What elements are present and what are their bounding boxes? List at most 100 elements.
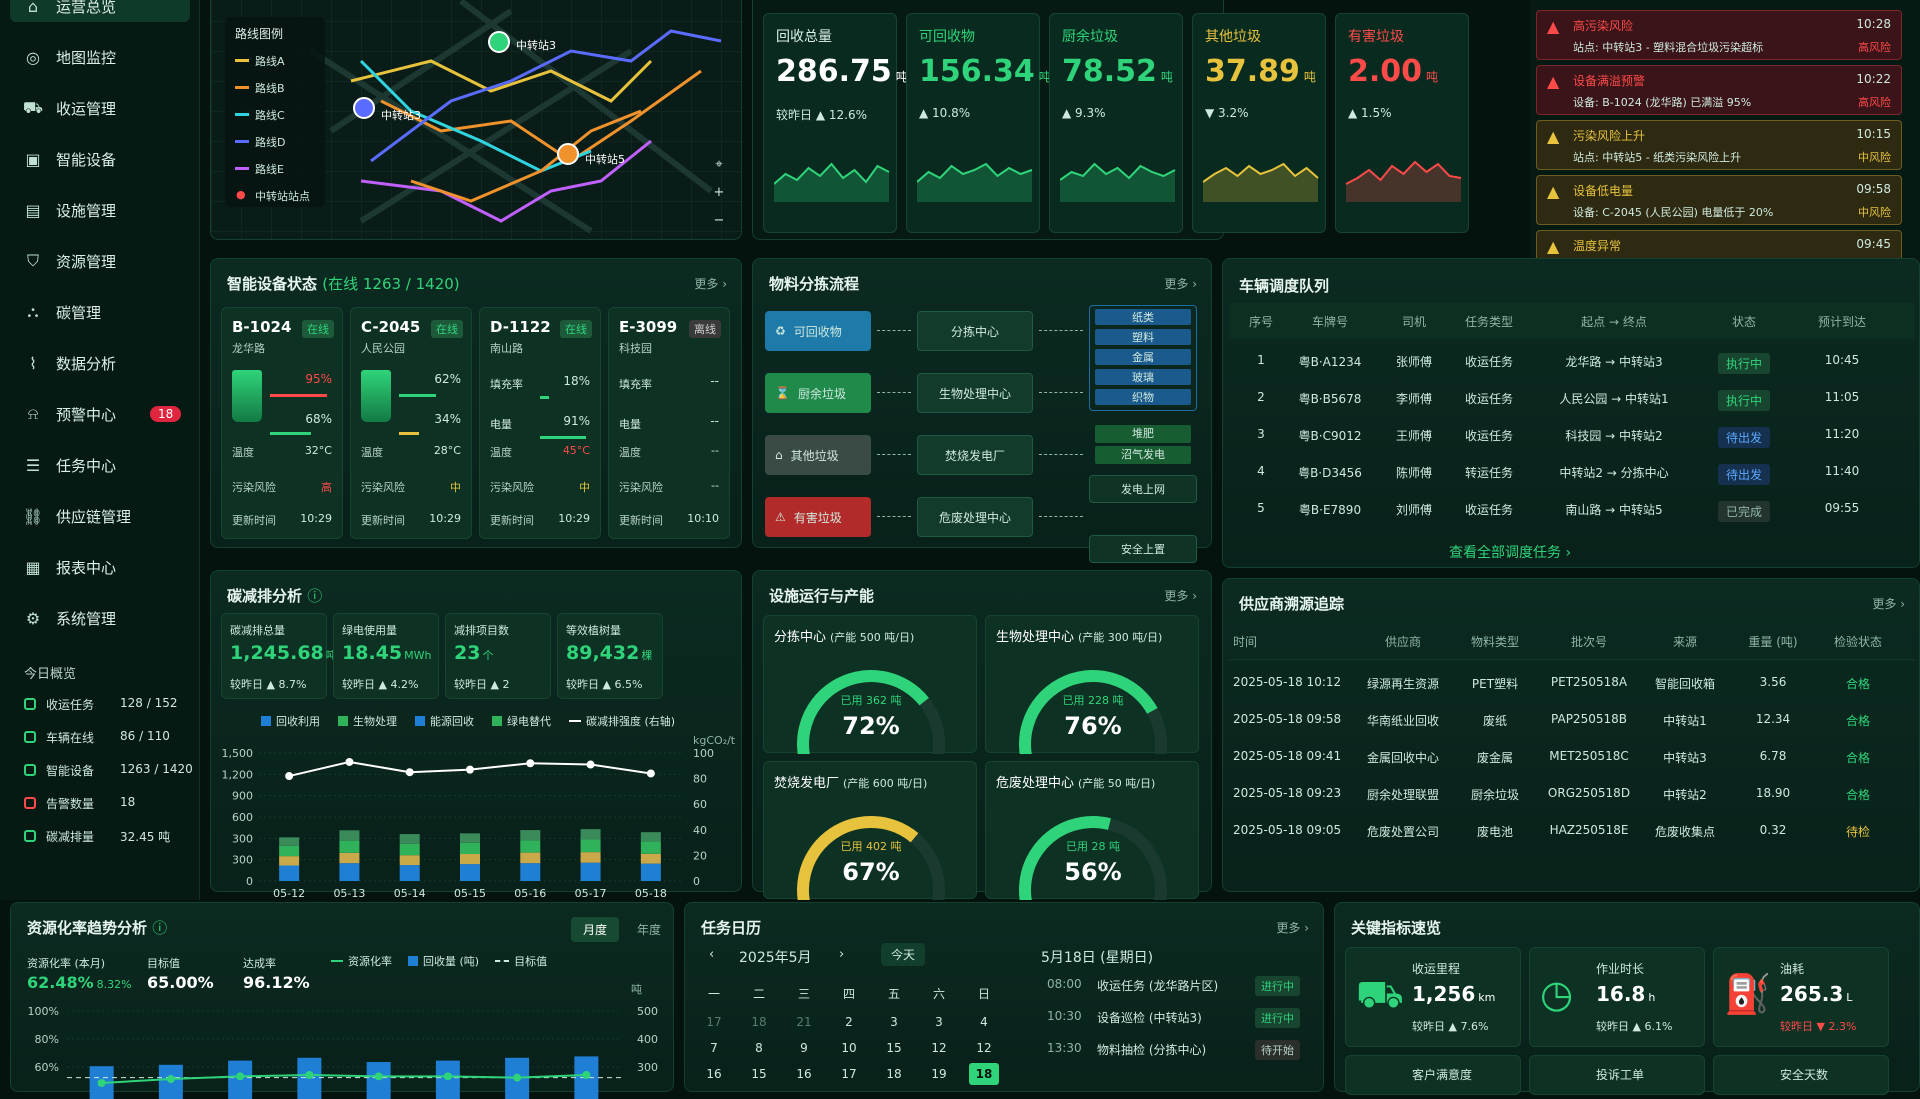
device-card[interactable]: D-1122 在线 南山路 填充率 18% 电量 91% 温度 45°C 污染风险 中更新时间 10:… — [479, 307, 601, 539]
key-metric-card-bottom[interactable]: 客户满意度 — [1345, 1055, 1521, 1095]
sidebar-item-chart[interactable]: ⌇ 数据分析 — [22, 343, 192, 383]
sidebar-item-task[interactable]: ☰ 任务中心 — [22, 445, 192, 485]
flow-middle-node[interactable]: 生物处理中心 — [917, 373, 1033, 413]
key-metric-card-bottom[interactable]: 投诉工单 — [1529, 1055, 1705, 1095]
vehicle-row[interactable]: 1 粤B·A1234 张师傅 收运任务 龙华路 → 中转站3 执行中 10:45 — [1229, 343, 1915, 379]
stat-card[interactable]: 有害垃圾 2.00 吨 ▲ 1.5% — [1335, 13, 1469, 233]
alert-item[interactable]: ▲ 设备低电量 09:58 设备: C-2045 (人民公园) 电量低于 20% 中风险 — [1536, 175, 1902, 225]
sidebar-item-map-pin[interactable]: ◎ 地图监控 — [22, 37, 192, 77]
flow-source[interactable]: ⌂ 其他垃圾 — [765, 435, 871, 475]
output-node[interactable]: 安全上置 — [1089, 535, 1197, 563]
supply-row[interactable]: 2025-05-18 09:58 华南纸业回收 废纸 PAP250518B 中转站1 12… — [1229, 702, 1915, 738]
calendar-day[interactable]: 15 — [751, 1067, 767, 1081]
calendar-day-selected[interactable]: 18 — [969, 1063, 999, 1085]
supply-row[interactable]: 2025-05-18 10:12 绿源再生资源 PET塑料 PET250518A 智能回… — [1229, 665, 1915, 701]
output-node[interactable]: 纸类 — [1095, 309, 1191, 325]
output-node[interactable]: 沼气发电 — [1095, 446, 1191, 464]
vehicle-row[interactable]: 5 粤B·E7890 刘师傅 收运任务 南山路 → 中转站5 已完成 09:55 — [1229, 491, 1915, 527]
facility-card[interactable]: 焚烧发电厂 (产能 600 吨/日) 已用 402 吨 67% — [763, 761, 977, 900]
calendar-day[interactable]: 3 — [935, 1015, 943, 1029]
key-metric-card-bottom[interactable]: 安全天数 — [1713, 1055, 1889, 1095]
flow-source[interactable]: ⚠ 有害垃圾 — [765, 497, 871, 537]
flow-middle-node[interactable]: 分拣中心 — [917, 311, 1033, 351]
info-icon[interactable]: ⓘ — [307, 587, 323, 605]
calendar-day[interactable]: 2 — [845, 1015, 853, 1029]
key-metric-card[interactable]: ⛽ 油耗 265.3 L 较昨日 ▼ 2.3% — [1713, 947, 1889, 1047]
calendar-day[interactable]: 12 — [976, 1041, 992, 1055]
device-card[interactable]: B-1024 在线 龙华路 95% 68% 温度 32°C 污染风险 高更新时间 10:29 — [221, 307, 343, 539]
alert-item[interactable]: ▲ 设备满溢预警 10:22 设备: B-1024 (龙华路) 已满溢 95% 高风险 — [1536, 65, 1902, 115]
event-text[interactable]: 收运任务 (龙华路片区) — [1097, 979, 1219, 993]
sidebar-item-carbon[interactable]: ⛬ 碳管理 — [22, 292, 192, 332]
calendar-day[interactable]: 7 — [710, 1041, 718, 1055]
calendar-day[interactable]: 17 — [841, 1067, 857, 1081]
supply-row[interactable]: 2025-05-18 09:05 危废处置公司 废电池 HAZ250518E 危废收集点… — [1229, 813, 1915, 849]
flow-more-link[interactable]: 更多 › — [1164, 277, 1197, 291]
sidebar-item-shield[interactable]: ⛉ 资源管理 — [22, 241, 192, 281]
station-marker-2[interactable] — [353, 97, 375, 119]
sidebar-item-bell[interactable]: ⍾ 预警中心 18 — [22, 394, 192, 434]
calendar-day[interactable]: 18 — [751, 1015, 767, 1029]
output-node[interactable]: 塑料 — [1095, 329, 1191, 345]
map-locate-button[interactable]: ⌖ — [715, 157, 723, 172]
sidebar-item-supply[interactable]: ⛓ 供应链管理 — [22, 496, 192, 536]
stat-card[interactable]: 回收总量 286.75 吨较昨日 ▲ 12.6% — [763, 13, 908, 233]
calendar-day[interactable]: 17 — [706, 1015, 722, 1029]
calendar-day[interactable]: 19 — [931, 1067, 947, 1081]
calendar-day[interactable]: 18 — [886, 1067, 902, 1081]
stat-card[interactable]: 可回收物 156.34 吨 ▲ 10.8% — [906, 13, 1051, 233]
calendar-today-button[interactable]: 今天 — [881, 943, 926, 966]
calendar-prev-button[interactable]: ‹ — [709, 947, 715, 962]
event-text[interactable]: 物料抽检 (分拣中心) — [1097, 1043, 1207, 1057]
station-marker-3[interactable] — [557, 143, 579, 165]
output-node[interactable]: 玻璃 — [1095, 369, 1191, 385]
alert-item[interactable]: ▲ 污染风险上升 10:15 站点: 中转站5 - 纸类污染风险上升 中风险 — [1536, 120, 1902, 170]
key-metric-card[interactable]: ⛟ 收运里程 1,256 km 较昨日 ▲ 7.6% — [1345, 947, 1521, 1047]
calendar-day[interactable]: 9 — [800, 1041, 808, 1055]
zoom-in-button[interactable]: + — [713, 185, 725, 200]
stat-card[interactable]: 厨余垃圾 78.52 吨 ▲ 9.3% — [1049, 13, 1183, 233]
output-node[interactable]: 堆肥 — [1095, 425, 1191, 443]
vehicle-row[interactable]: 3 粤B·C9012 王师傅 收运任务 科技园 → 中转站2 待出发 11:20 — [1229, 417, 1915, 453]
sidebar-item-device[interactable]: ▣ 智能设备 — [22, 139, 192, 179]
vehicle-row[interactable]: 2 粤B·B5678 李师傅 收运任务 人民公园 → 中转站1 执行中 11:05 — [1229, 380, 1915, 416]
calendar-day[interactable]: 3 — [890, 1015, 898, 1029]
flow-middle-node[interactable]: 危废处理中心 — [917, 497, 1033, 537]
route-map-panel[interactable]: 路线图例 路线A 路线B 路线C 路线D 路线E ● 中转站站点 中转站3 中转站3 中转站… — [210, 0, 742, 240]
sidebar-item-building[interactable]: ▤ 设施管理 — [22, 190, 192, 230]
calendar-day[interactable]: 4 — [980, 1015, 988, 1029]
sidebar-item-home[interactable]: ⌂ 运营总览 — [22, 0, 192, 26]
calendar-day[interactable]: 21 — [796, 1015, 812, 1029]
sidebar-item-report[interactable]: ▦ 报表中心 — [22, 547, 192, 587]
calendar-day[interactable]: 8 — [755, 1041, 763, 1055]
trend-info-icon[interactable]: ⓘ — [152, 919, 168, 937]
facility-card[interactable]: 生物处理中心 (产能 300 吨/日) 已用 228 吨 76% — [985, 615, 1199, 754]
supply-more-link[interactable]: 更多 › — [1872, 597, 1905, 611]
alert-item[interactable]: ▲ 高污染风险 10:28 站点: 中转站3 - 塑料混合垃圾污染超标 高风险 — [1536, 10, 1902, 60]
sidebar-item-overview[interactable] — [10, 0, 190, 22]
flow-middle-node[interactable]: 焚烧发电厂 — [917, 435, 1033, 475]
calendar-day[interactable]: 15 — [886, 1041, 902, 1055]
calendar-day[interactable]: 16 — [796, 1067, 812, 1081]
facility-card[interactable]: 危废处理中心 (产能 50 吨/日) 已用 28 吨 56% — [985, 761, 1199, 900]
calendar-day[interactable]: 10 — [841, 1041, 857, 1055]
tab-monthly[interactable]: 月度 — [571, 917, 620, 942]
device-card[interactable]: E-3099 离线 科技园 填充率 -- 电量 -- 温度 -- 污染风险 -- 更新时间 10:10 — [608, 307, 730, 539]
tab-yearly[interactable]: 年度 — [637, 923, 662, 937]
supply-row[interactable]: 2025-05-18 09:41 金属回收中心 废金属 MET250518C 中转站3 6… — [1229, 739, 1915, 775]
flow-source[interactable]: ♻ 可回收物 — [765, 311, 871, 351]
view-all-tasks-link[interactable]: 查看全部调度任务 › — [1449, 545, 1572, 561]
calendar-more-link[interactable]: 更多 › — [1276, 921, 1309, 935]
vehicle-row[interactable]: 4 粤B·D3456 陈师傅 转运任务 中转站2 → 分拣中心 待出发 11:40 — [1229, 454, 1915, 490]
device-more-link[interactable]: 更多 › — [694, 277, 727, 291]
device-card[interactable]: C-2045 在线 人民公园 62% 34% 温度 28°C 污染风险 中更新时间 10:29 — [350, 307, 472, 539]
key-metric-card[interactable]: ◷ 作业时长 16.8 h 较昨日 ▲ 6.1% — [1529, 947, 1705, 1047]
output-node[interactable]: 织物 — [1095, 389, 1191, 405]
calendar-day[interactable]: 16 — [706, 1067, 722, 1081]
station-marker-1[interactable] — [488, 31, 510, 53]
output-node[interactable]: 发电上网 — [1089, 475, 1197, 503]
zoom-out-button[interactable]: − — [713, 213, 725, 228]
calendar-day[interactable]: 12 — [931, 1041, 947, 1055]
supply-row[interactable]: 2025-05-18 09:23 厨余处理联盟 厨余垃圾 ORG250518D 中转站2… — [1229, 776, 1915, 812]
calendar-next-button[interactable]: › — [839, 947, 845, 962]
